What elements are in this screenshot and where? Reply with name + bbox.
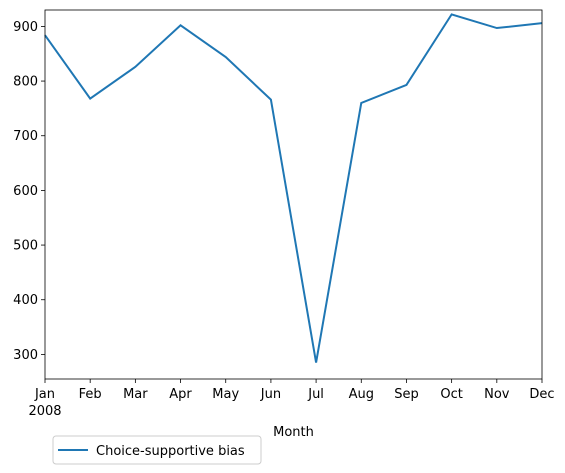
legend-label: Choice-supportive bias bbox=[96, 444, 245, 459]
y-tick-label: 600 bbox=[13, 184, 38, 199]
x-tick-label: Nov bbox=[484, 387, 510, 402]
x-tick-label: Oct bbox=[440, 387, 462, 402]
x-tick-label: Aug bbox=[349, 387, 374, 402]
x-tick-label: May bbox=[212, 387, 239, 402]
x-tick-label: Dec bbox=[529, 387, 554, 402]
x-tick-year-label: 2008 bbox=[28, 404, 61, 419]
y-tick-label: 300 bbox=[13, 348, 38, 363]
y-tick-label: 400 bbox=[13, 293, 38, 308]
plot-area bbox=[44, 13, 543, 363]
x-axis: Jan Feb Mar Apr May Jun Jul Aug Sep Oct Nov Dec 2008 bbox=[28, 379, 555, 419]
y-tick-label: 700 bbox=[13, 129, 38, 144]
x-tick-label: Feb bbox=[79, 387, 102, 402]
x-tick-label: Jan bbox=[34, 387, 55, 402]
x-tick-label: Sep bbox=[394, 387, 419, 402]
plot-frame bbox=[44, 9, 543, 380]
x-tick-label: Mar bbox=[123, 387, 148, 402]
x-tick-label: Apr bbox=[169, 387, 192, 402]
y-tick-label: 900 bbox=[13, 20, 38, 35]
series-line bbox=[44, 13, 543, 363]
legend-box bbox=[52, 435, 262, 465]
y-tick-label: 500 bbox=[13, 239, 38, 254]
legend: Choice-supportive bias bbox=[52, 435, 262, 465]
x-tick-label: Jun bbox=[260, 387, 281, 402]
x-axis-title: Month bbox=[273, 425, 314, 440]
x-tick-label: Jul bbox=[307, 387, 324, 402]
y-axis: 300 400 500 600 700 800 900 bbox=[13, 20, 45, 363]
y-tick-label: 800 bbox=[13, 75, 38, 90]
